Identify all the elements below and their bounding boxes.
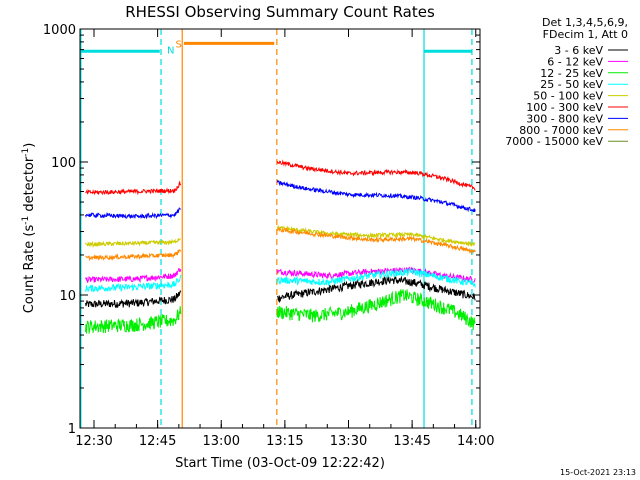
x-tick-label-3: 13:15 [266, 434, 303, 449]
y-tick-label-0: 1 [68, 422, 76, 437]
series-100-300-kev-segment-0 [85, 180, 182, 196]
legend-label-12-25-kev: 12 - 25 keV [540, 67, 603, 80]
y-tick-label-1: 10 [59, 289, 76, 304]
chart-title: RHESSI Observing Summary Count Rates [125, 3, 435, 21]
series-100-300-kev-segment-1 [276, 159, 476, 191]
footer-date: 15-Oct-2021 23:13 [560, 468, 636, 477]
x-axis-label: Start Time (03-Oct-09 12:22:42) [175, 456, 385, 471]
legend-header-line-2: FDecim 1, Att 0 [543, 28, 628, 41]
annotation-s: S [175, 39, 181, 50]
annotation-n: N [167, 46, 174, 57]
legend-label-300-800-kev: 300 - 800 keV [526, 112, 603, 125]
legend-label-6-12-kev: 6 - 12 keV [547, 55, 603, 68]
legend-label-50-100-kev: 50 - 100 keV [533, 90, 603, 103]
series-50-100-kev-segment-0 [85, 237, 181, 249]
series-800-7000-kev-segment-0 [85, 249, 182, 262]
x-tick-label-4: 13:30 [330, 434, 367, 449]
series-50-100-kev-segment-1 [276, 224, 476, 247]
x-tick-label-2: 13:00 [203, 434, 240, 449]
legend-label-100-300-kev: 100 - 300 keV [526, 101, 603, 114]
x-tick-label-5: 13:45 [393, 434, 430, 449]
series-12-25-kev-segment-1 [276, 289, 476, 330]
legend-label-25-50-kev: 25 - 50 keV [540, 78, 603, 91]
series-300-800-kev-segment-1 [276, 179, 476, 213]
series-3-6-kev-segment-0 [85, 289, 182, 309]
y-axis-label: Count Rate (s-1 detector-1) [21, 143, 37, 314]
series-12-25-kev-segment-0 [85, 306, 182, 334]
legend-label-3-6-kev: 3 - 6 keV [554, 44, 603, 57]
legend-label-800-7000-kev: 800 - 7000 keV [519, 124, 603, 137]
y-tick-label-2: 100 [51, 156, 76, 171]
legend-header-line-1: Det 1,3,4,5,6,9, [542, 16, 628, 29]
series-800-7000-kev-segment-1 [276, 226, 476, 255]
legend-label-7000-15000-kev: 7000 - 15000 keV [505, 135, 603, 148]
axes: 12:30 12:45 13:00 13:15 13:30 13:45 14:00 1 10 10… [43, 23, 495, 449]
series-25-50-kev-segment-0 [85, 274, 182, 293]
series-300-800-kev-segment-0 [85, 206, 182, 220]
x-tick-label-0: 12:30 [75, 434, 112, 449]
y-tick-label-3: 1000 [43, 23, 76, 38]
series-3-6-kev-segment-1 [277, 275, 476, 304]
series-25-50-kev-segment-1 [276, 267, 476, 288]
series-6-12-kev-segment-1 [276, 266, 476, 283]
plot-frame [79, 28, 481, 429]
plot-layer: NS [80, 29, 476, 428]
x-tick-label-6: 14:00 [457, 434, 494, 449]
x-tick-label-1: 12:45 [139, 434, 176, 449]
series-6-12-kev-segment-0 [85, 268, 182, 284]
